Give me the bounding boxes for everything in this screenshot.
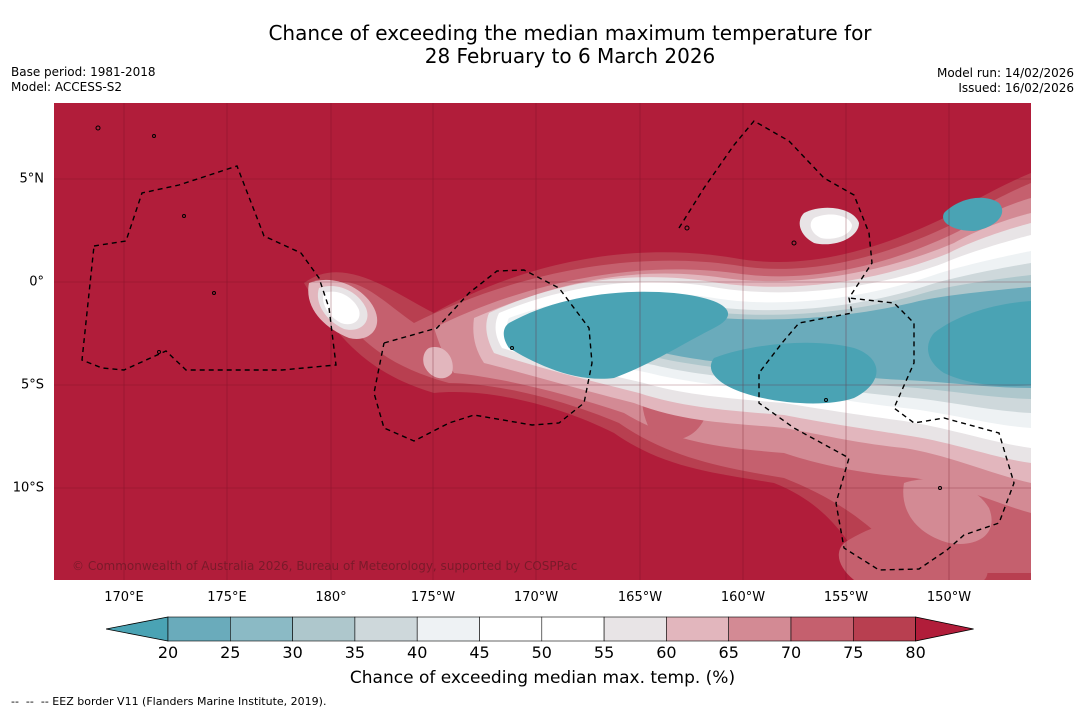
run-info: Model run: 14/02/2026 Issued: 16/02/2026 [937, 66, 1074, 96]
colorbar-segment [292, 616, 356, 642]
colorbar-extend-high [915, 616, 974, 642]
lon-label-170w: 170°W [513, 590, 559, 605]
graticule [54, 103, 1031, 580]
colorbar-extend-low [106, 616, 169, 642]
model-name: Model: ACCESS-S2 [11, 80, 123, 94]
colorbar-tick-label: 25 [220, 643, 241, 662]
lon-label-160w: 160°W [720, 590, 766, 605]
colorbar-tick-label: 35 [344, 643, 366, 662]
title-line-2: 28 February to 6 March 2026 [424, 44, 716, 68]
lat-label-0: 0° [29, 274, 44, 290]
title-line-1: Chance of exceeding the median maximum t… [268, 21, 872, 45]
issued-date: Issued: 16/02/2026 [958, 81, 1074, 95]
colorbar-tick-label: 30 [282, 643, 303, 662]
base-period: Base period: 1981-2018 [11, 65, 156, 79]
colorbar [106, 616, 974, 642]
lon-label-150w: 150°W [926, 590, 972, 605]
lon-label-175w: 175°W [410, 590, 456, 605]
eez-legend: -- -- -- EEZ border V11 (Flanders Marine… [11, 695, 327, 708]
lon-label-175e: 175°E [207, 590, 247, 605]
colorbar-tick-label: 75 [843, 643, 864, 662]
colorbar-segment [541, 616, 605, 642]
colorbar-tick-label: 50 [531, 643, 552, 662]
colorbar-tick-label: 40 [407, 643, 428, 662]
eez-borders [81, 120, 1015, 571]
colorbar-tick-label: 20 [157, 643, 179, 662]
lon-label-170e: 170°E [104, 590, 144, 605]
colorbar-segment [167, 616, 231, 642]
colorbar-segment [354, 616, 418, 642]
model-info: Base period: 1981-2018 Model: ACCESS-S2 [11, 65, 156, 95]
colorbar-segment [479, 616, 543, 642]
model-run: Model run: 14/02/2026 [936, 66, 1074, 80]
map-area: © Commonwealth of Australia 2026, Bureau… [54, 103, 1031, 580]
lat-label-10s: 10°S [12, 480, 44, 496]
map-title: Chance of exceeding the median maximum t… [0, 22, 1085, 68]
colorbar-tick-label: 70 [780, 643, 802, 662]
colorbar-segment [603, 616, 667, 642]
forecast-map: © Commonwealth of Australia 2026, Bureau… [54, 103, 1031, 580]
colorbar-segment [666, 616, 730, 642]
colorbar-segment [416, 616, 480, 642]
islands [95, 125, 942, 490]
colorbar-tick-label: 65 [718, 643, 739, 662]
colorbar-title: Chance of exceeding median max. temp. (%… [349, 668, 736, 688]
band-20 [503, 197, 1031, 404]
colorbar-segment [790, 616, 854, 642]
colorbar-segment [728, 616, 792, 642]
lon-label-155w: 155°W [823, 590, 869, 605]
lon-label-165w: 165°W [617, 590, 663, 605]
copyright-text: © Commonwealth of Australia 2026, Bureau… [72, 559, 577, 573]
colorbar-tick-label: 45 [469, 643, 490, 662]
lat-label-5n: 5°N [19, 171, 45, 187]
colorbar-tick-label: 80 [905, 643, 926, 662]
colorbar-segment [230, 616, 293, 642]
lat-label-5s: 5°S [20, 377, 44, 393]
lon-label-180: 180° [315, 590, 347, 605]
colorbar-tick-label: 55 [593, 643, 615, 662]
colorbar-tick-label: 60 [656, 643, 677, 662]
colorbar-segment [852, 616, 916, 642]
